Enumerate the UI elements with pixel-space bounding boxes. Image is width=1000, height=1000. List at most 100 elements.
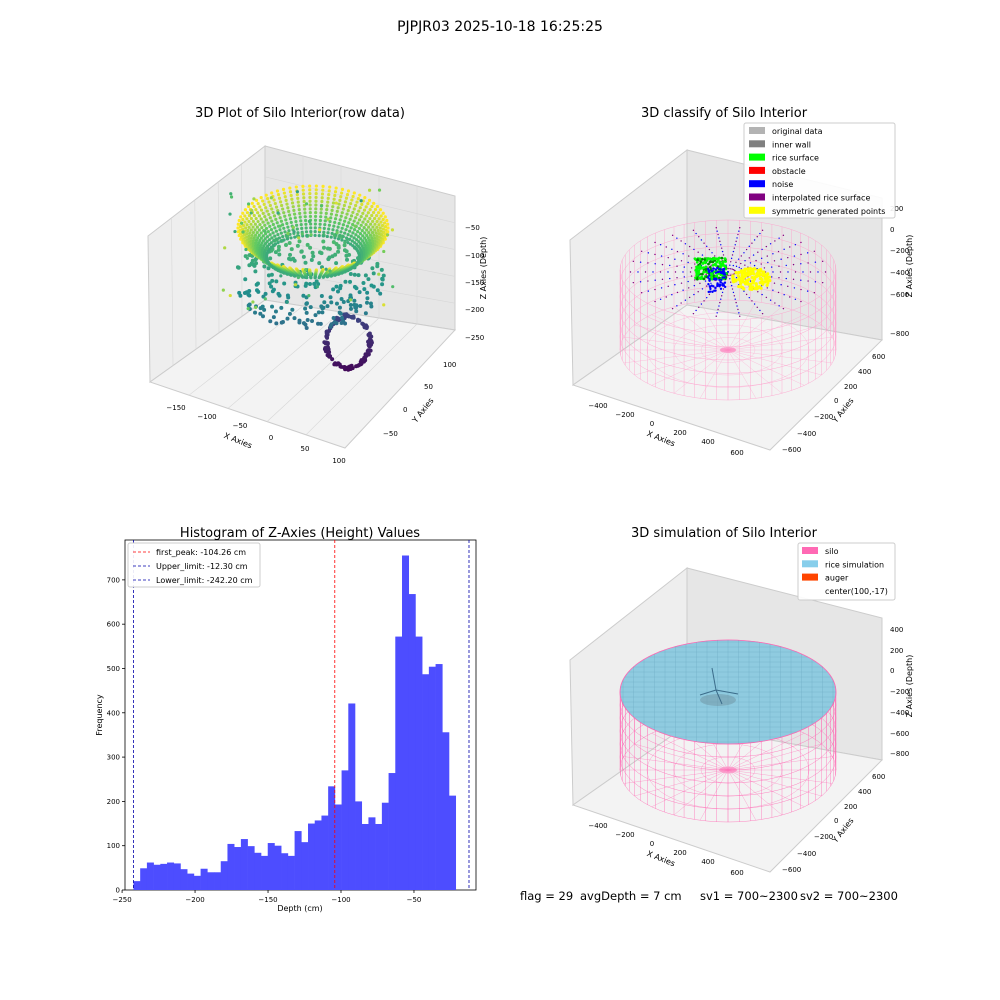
panel-classify-3d: 3D classify of Silo Interior −400 −200 0… — [569, 106, 914, 457]
point — [355, 212, 359, 217]
point — [371, 271, 376, 276]
point — [270, 236, 274, 240]
grid-point — [782, 234, 785, 237]
histogram-bar — [160, 863, 168, 890]
point — [282, 226, 286, 230]
point — [297, 208, 301, 212]
point — [275, 221, 279, 225]
point — [349, 234, 353, 238]
grid-point — [766, 287, 768, 289]
z-tick: −100 — [465, 252, 484, 260]
point — [346, 189, 351, 193]
grid-point — [765, 296, 768, 299]
point — [352, 236, 356, 240]
x-tick: −400 — [588, 822, 607, 830]
point — [258, 306, 263, 311]
grid-point — [667, 271, 669, 273]
point — [357, 226, 362, 231]
point — [310, 250, 315, 255]
point — [303, 207, 307, 211]
y-tick-label: 700 — [107, 576, 120, 584]
point — [254, 282, 259, 287]
point — [321, 234, 325, 238]
symmetric-point — [743, 274, 747, 279]
point — [312, 281, 317, 286]
point — [313, 313, 318, 318]
point — [360, 202, 364, 206]
y-tick: 100 — [443, 361, 456, 369]
grid-point — [730, 257, 733, 260]
point — [324, 329, 329, 334]
grid-point — [778, 305, 780, 307]
histogram-bar — [167, 862, 175, 890]
grid-point — [759, 309, 761, 312]
point — [259, 231, 263, 235]
point — [241, 227, 245, 231]
grid-point — [680, 302, 682, 304]
point — [342, 243, 347, 248]
point — [353, 224, 357, 228]
grid-point — [780, 258, 782, 260]
rice-surface-point — [704, 265, 708, 269]
symmetric-point — [759, 286, 763, 290]
grid-point — [654, 253, 656, 256]
point — [254, 238, 259, 242]
point — [293, 216, 297, 220]
point — [314, 199, 318, 203]
point — [290, 307, 295, 312]
point — [274, 205, 279, 209]
point — [291, 205, 295, 209]
y-tick-label: 0 — [116, 887, 120, 895]
point — [247, 237, 251, 241]
point — [324, 267, 328, 271]
y-tick: −600 — [782, 866, 801, 874]
symmetric-point — [748, 266, 752, 271]
point — [269, 241, 273, 245]
classify-x-label: X Axies — [646, 429, 677, 448]
noise-point — [708, 279, 711, 282]
point — [359, 215, 363, 219]
point — [265, 240, 269, 244]
point — [301, 192, 306, 196]
grid-point — [821, 260, 824, 263]
symmetric-point — [743, 267, 747, 271]
point — [324, 334, 329, 339]
grid-point — [756, 236, 758, 238]
point — [261, 239, 265, 243]
point — [345, 224, 350, 228]
grid-point — [700, 303, 703, 305]
point — [324, 211, 328, 215]
point — [372, 210, 376, 215]
grid-point — [740, 255, 742, 257]
rice-surface-point — [720, 256, 724, 260]
y-tick: −200 — [814, 413, 833, 421]
point — [304, 281, 309, 286]
point — [379, 267, 384, 272]
histogram-bar — [187, 873, 195, 890]
grid-point — [732, 264, 735, 267]
classify-z-ticks: 200 0 −200 −400 −600 −800 — [890, 205, 909, 338]
panel-histogram: Histogram of Z-Axies (Height) Values −25… — [95, 526, 477, 913]
point — [333, 193, 337, 198]
point — [381, 273, 386, 278]
point — [343, 219, 347, 223]
point — [375, 288, 380, 293]
point — [316, 310, 321, 315]
point — [283, 230, 287, 234]
gridline — [266, 317, 380, 422]
grid-point — [792, 263, 795, 266]
histogram-bar — [321, 815, 329, 890]
point — [328, 185, 332, 189]
histogram-bar — [240, 839, 248, 890]
grid-point — [719, 301, 721, 304]
grid-point — [793, 255, 796, 257]
y-tick-label: 300 — [107, 754, 120, 762]
rice-surface-point — [703, 260, 707, 264]
grid-point — [814, 281, 817, 283]
point — [253, 222, 257, 226]
point — [379, 229, 383, 233]
grid-point — [706, 296, 708, 299]
grid-point — [690, 267, 693, 269]
point — [287, 209, 291, 214]
grid-point — [671, 307, 674, 310]
